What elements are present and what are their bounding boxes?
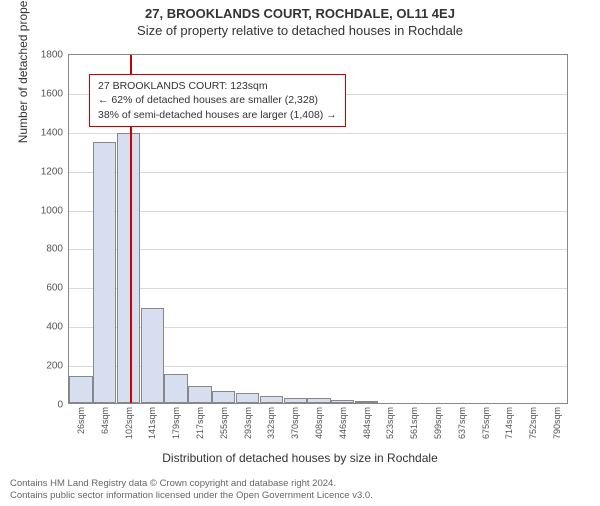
x-tick-label: 332sqm <box>266 407 276 439</box>
grid-line <box>69 249 567 250</box>
annotation-line2: ← 62% of detached houses are smaller (2,… <box>98 93 337 107</box>
x-tick-label: 637sqm <box>457 407 467 439</box>
annotation-line1: 27 BROOKLANDS COURT: 123sqm <box>98 79 337 93</box>
bar <box>260 396 283 403</box>
x-tick-label: 675sqm <box>481 407 491 439</box>
y-tick-label: 200 <box>46 361 63 372</box>
annotation-line3: 38% of semi-detached houses are larger (… <box>98 108 337 122</box>
x-tick-label: 484sqm <box>362 407 372 439</box>
x-tick-label: 26sqm <box>76 407 86 434</box>
y-tick-label: 0 <box>57 400 63 411</box>
x-axis-title: Distribution of detached houses by size … <box>0 451 600 465</box>
x-tick-label: 561sqm <box>409 407 419 439</box>
page-title-sub: Size of property relative to detached ho… <box>0 23 600 38</box>
y-tick-label: 1200 <box>41 166 63 177</box>
grid-line <box>69 288 567 289</box>
footer-line2: Contains public sector information licen… <box>10 490 373 502</box>
y-axis-title: Number of detached properties <box>16 0 30 143</box>
bar <box>331 400 354 403</box>
chart-area: 02004006008001000120014001600180026sqm64… <box>68 54 568 404</box>
bar <box>307 398 330 403</box>
x-tick-label: 408sqm <box>314 407 324 439</box>
page-title-main: 27, BROOKLANDS COURT, ROCHDALE, OL11 4EJ <box>0 6 600 21</box>
y-tick-label: 600 <box>46 283 63 294</box>
x-tick-label: 102sqm <box>124 407 134 439</box>
grid-line <box>69 133 567 134</box>
bar <box>69 376 92 403</box>
y-tick-label: 400 <box>46 322 63 333</box>
footer-attribution: Contains HM Land Registry data © Crown c… <box>10 478 373 502</box>
x-tick-label: 523sqm <box>385 407 395 439</box>
x-tick-label: 752sqm <box>528 407 538 439</box>
y-tick-label: 1400 <box>41 127 63 138</box>
bar <box>188 386 211 404</box>
bar <box>164 374 187 403</box>
footer-line1: Contains HM Land Registry data © Crown c… <box>10 478 373 490</box>
x-tick-label: 255sqm <box>219 407 229 439</box>
annotation-box: 27 BROOKLANDS COURT: 123sqm← 62% of deta… <box>89 74 346 127</box>
bar <box>236 393 259 403</box>
x-tick-label: 64sqm <box>100 407 110 434</box>
grid-line <box>69 211 567 212</box>
x-tick-label: 293sqm <box>243 407 253 439</box>
bar <box>117 133 140 403</box>
x-tick-label: 599sqm <box>433 407 443 439</box>
plot-area: 02004006008001000120014001600180026sqm64… <box>68 54 568 404</box>
bar <box>212 391 235 403</box>
bar <box>284 398 307 403</box>
y-tick-label: 1000 <box>41 205 63 216</box>
bar <box>93 142 116 403</box>
x-tick-label: 790sqm <box>552 407 562 439</box>
y-tick-label: 800 <box>46 244 63 255</box>
y-tick-label: 1600 <box>41 88 63 99</box>
grid-line <box>69 172 567 173</box>
bar <box>141 308 164 403</box>
x-tick-label: 446sqm <box>338 407 348 439</box>
x-tick-label: 714sqm <box>504 407 514 439</box>
bar <box>355 401 378 403</box>
x-tick-label: 179sqm <box>171 407 181 439</box>
x-tick-label: 141sqm <box>147 407 157 439</box>
y-tick-label: 1800 <box>41 50 63 61</box>
x-tick-label: 370sqm <box>290 407 300 439</box>
x-tick-label: 217sqm <box>195 407 205 439</box>
